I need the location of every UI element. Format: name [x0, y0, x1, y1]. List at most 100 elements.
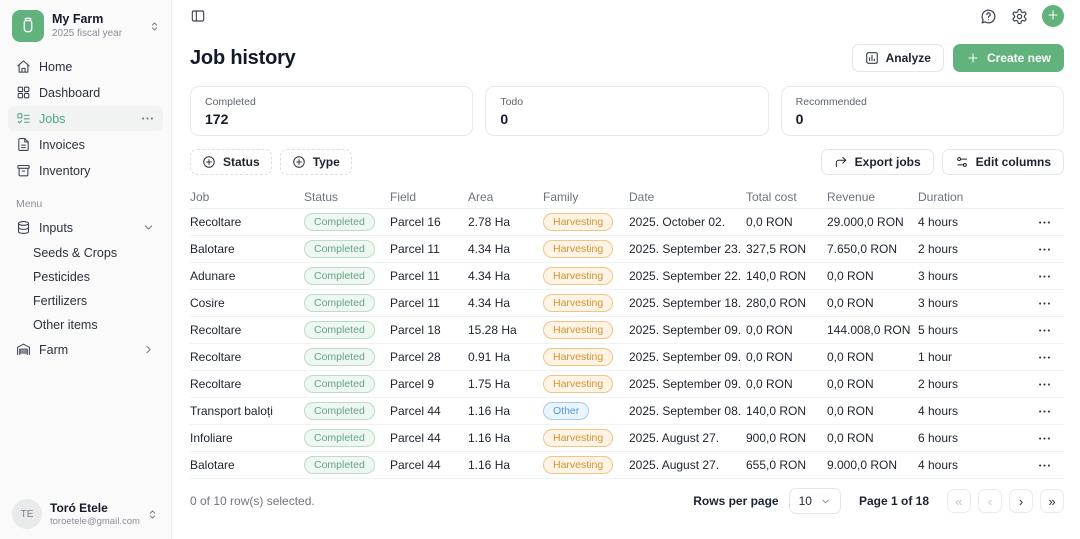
cell-actions — [1020, 323, 1064, 338]
cell-area: 2.78 Ha — [468, 215, 511, 229]
family-badge: Other — [543, 402, 590, 420]
cell-total-cost: 655,0 RON — [746, 458, 807, 472]
column-header-revenue: Revenue — [827, 190, 876, 204]
table-row[interactable]: Recoltare Completed Parcel 9 1.75 Ha Harvest… — [190, 371, 1064, 398]
column-header-field: Field — [390, 190, 417, 204]
cell-family: Harvesting — [543, 213, 629, 231]
table-footer: 0 of 10 row(s) selected. Rows per page 1… — [190, 488, 1064, 514]
table-row[interactable]: Recoltare Completed Parcel 16 2.78 Ha Harves… — [190, 209, 1064, 236]
sidebar-subitem-label: Fertilizers — [33, 293, 88, 308]
cell-revenue: 0,0 RON — [827, 350, 874, 364]
row-actions-button[interactable] — [1037, 215, 1052, 230]
circle-plus-icon — [292, 155, 306, 169]
status-badge: Completed — [304, 294, 375, 312]
edit-columns-label: Edit columns — [975, 155, 1051, 169]
sidebar-subitem-fertilizers[interactable]: Fertilizers — [8, 289, 163, 312]
status-badge: Completed — [304, 375, 375, 393]
row-actions-button[interactable] — [1037, 458, 1052, 473]
status-badge: Completed — [304, 456, 375, 474]
row-actions-button[interactable] — [1037, 404, 1052, 419]
org-name: My Farm — [52, 12, 104, 26]
cell-job: Recoltare — [190, 215, 242, 229]
last-page-button[interactable]: » — [1040, 489, 1064, 513]
family-badge: Harvesting — [543, 240, 614, 258]
status-badge: Completed — [304, 402, 375, 420]
table-row[interactable]: Infoliare Completed Parcel 44 1.16 Ha Harves… — [190, 425, 1064, 452]
cell-date: 2025. October 02. — [629, 215, 726, 229]
type-filter-button[interactable]: Type — [279, 149, 352, 175]
cell-status: Completed — [304, 375, 390, 393]
sidebar-item-label: Home — [39, 59, 73, 74]
add-circle-button[interactable] — [1042, 5, 1064, 27]
row-actions-button[interactable] — [1037, 296, 1052, 311]
row-actions-button[interactable] — [1037, 242, 1052, 257]
table-row[interactable]: Transport baloți Completed Parcel 44 1.16 H… — [190, 398, 1064, 425]
family-badge: Harvesting — [543, 429, 614, 447]
create-new-button[interactable]: Create new — [952, 44, 1064, 72]
rows-per-page-select[interactable]: 10 — [788, 488, 841, 514]
edit-columns-button[interactable]: Edit columns — [941, 149, 1064, 175]
export-jobs-label: Export jobs — [854, 155, 921, 169]
sidebar-subitem-other-items[interactable]: Other items — [8, 313, 163, 336]
export-jobs-button[interactable]: Export jobs — [820, 149, 934, 175]
plus-icon — [966, 51, 980, 65]
analyze-button[interactable]: Analyze — [851, 44, 944, 72]
sidebar-item-inputs[interactable]: Inputs — [8, 215, 163, 240]
sidebar-item-farm[interactable]: Farm — [8, 337, 163, 362]
cell-date: 2025. August 27. — [629, 458, 720, 472]
cell-job: Balotare — [190, 458, 235, 472]
pagination: « ‹ › » — [947, 489, 1064, 513]
status-filter-button[interactable]: Status — [190, 149, 272, 175]
table-row[interactable]: Cosire Completed Parcel 11 4.34 Ha Harvestin… — [190, 290, 1064, 317]
table-row[interactable]: Recoltare Completed Parcel 18 15.28 Ha Harve… — [190, 317, 1064, 344]
table-row[interactable]: Recoltare Completed Parcel 28 0.91 Ha Harves… — [190, 344, 1064, 371]
next-page-button[interactable]: › — [1009, 489, 1033, 513]
sidebar-item-home[interactable]: Home — [8, 54, 163, 79]
chevron-right-icon — [142, 343, 155, 356]
sidebar-toggle-button[interactable] — [190, 8, 206, 24]
org-switcher[interactable]: My Farm 2025 fiscal year — [0, 8, 171, 50]
sidebar-subitem-pesticides[interactable]: Pesticides — [8, 265, 163, 288]
cell-actions — [1020, 296, 1064, 311]
family-badge: Harvesting — [543, 321, 614, 339]
row-actions-button[interactable] — [1037, 269, 1052, 284]
cell-status: Completed — [304, 240, 390, 258]
help-bubble-icon[interactable] — [980, 8, 997, 25]
column-header-total-cost: Total cost — [746, 190, 797, 204]
row-actions-button[interactable] — [1037, 323, 1052, 338]
cell-total-cost: 140,0 RON — [746, 404, 807, 418]
table-row[interactable]: Adunare Completed Parcel 11 4.34 Ha Harvesti… — [190, 263, 1064, 290]
cell-revenue: 0,0 RON — [827, 269, 874, 283]
table-row[interactable]: Balotare Completed Parcel 11 4.34 Ha Harvest… — [190, 236, 1064, 263]
cell-date: 2025. September 08. — [629, 404, 742, 418]
org-subtitle: 2025 fiscal year — [52, 28, 123, 39]
prev-page-button: ‹ — [978, 489, 1002, 513]
page-info: Page 1 of 18 — [858, 494, 929, 508]
sidebar-item-invoices[interactable]: Invoices — [8, 132, 163, 157]
chevron-down-icon — [820, 496, 831, 507]
user-text: Toró Etele toroetele@gmail.com — [50, 501, 140, 528]
family-badge: Harvesting — [543, 348, 614, 366]
row-actions-button[interactable] — [1037, 350, 1052, 365]
cell-duration: 4 hours — [918, 458, 959, 472]
gear-icon[interactable] — [1011, 8, 1028, 25]
home-icon — [16, 59, 31, 74]
topbar — [190, 0, 1064, 32]
sidebar-item-dashboard[interactable]: Dashboard — [8, 80, 163, 105]
more-icon[interactable] — [140, 111, 155, 126]
avatar: TE — [12, 499, 42, 529]
table-row[interactable]: Balotare Completed Parcel 44 1.16 Ha Harvest… — [190, 452, 1064, 479]
sidebar-item-inventory[interactable]: Inventory — [8, 158, 163, 183]
sidebar-item-label: Inputs — [39, 220, 74, 235]
status-badge: Completed — [304, 240, 375, 258]
row-actions-button[interactable] — [1037, 431, 1052, 446]
cell-field: Parcel 16 — [390, 215, 441, 229]
cell-status: Completed — [304, 213, 390, 231]
sidebar-item-jobs[interactable]: Jobs — [8, 106, 163, 131]
family-badge: Harvesting — [543, 267, 614, 285]
user-menu[interactable]: TE Toró Etele toroetele@gmail.com — [0, 491, 171, 529]
cell-date: 2025. August 27. — [629, 431, 720, 445]
sidebar-subitem-seeds-crops[interactable]: Seeds & Crops — [8, 241, 163, 264]
stat-card-completed: Completed 172 — [190, 86, 474, 136]
row-actions-button[interactable] — [1037, 377, 1052, 392]
